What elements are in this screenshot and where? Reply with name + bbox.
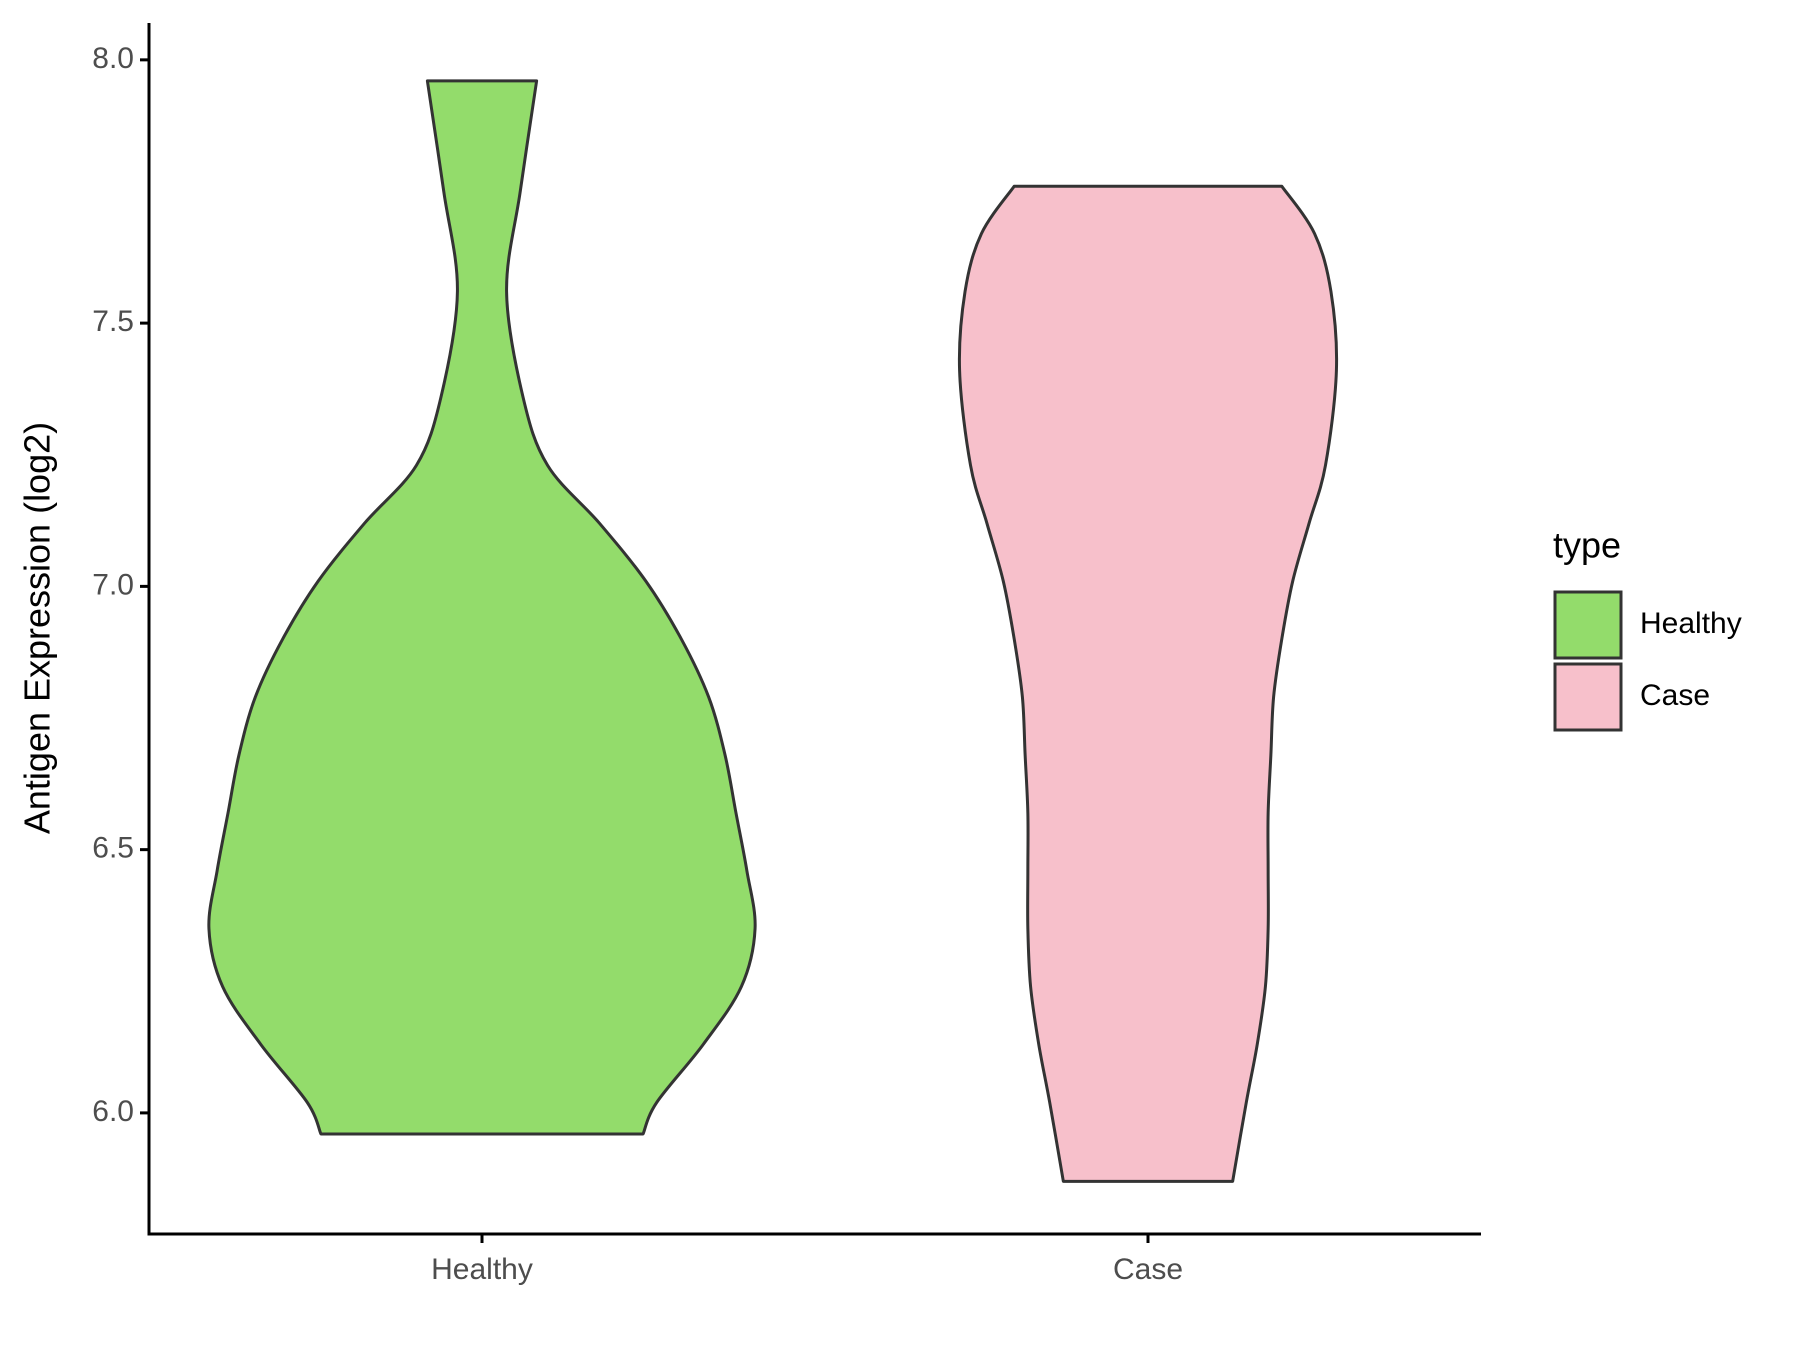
y-tick-label: 8.0 [92, 42, 134, 75]
legend-title: type [1553, 525, 1621, 566]
y-tick-label: 6.5 [92, 832, 134, 865]
legend-label: Case [1640, 679, 1710, 712]
violin [957, 184, 1339, 1183]
legend-swatch [1553, 590, 1623, 660]
y-tick-label: 6.0 [92, 1095, 134, 1128]
legend-swatch [1553, 662, 1623, 732]
x-tick-label: Healthy [431, 1253, 533, 1286]
y-tick-label: 7.0 [92, 568, 134, 601]
x-tick-label: Case [1113, 1253, 1183, 1286]
y-axis-title: Antigen Expression (log2) [17, 422, 58, 834]
y-tick-label: 7.5 [92, 305, 134, 338]
violin [207, 79, 757, 1136]
legend-label: Healthy [1640, 607, 1742, 640]
